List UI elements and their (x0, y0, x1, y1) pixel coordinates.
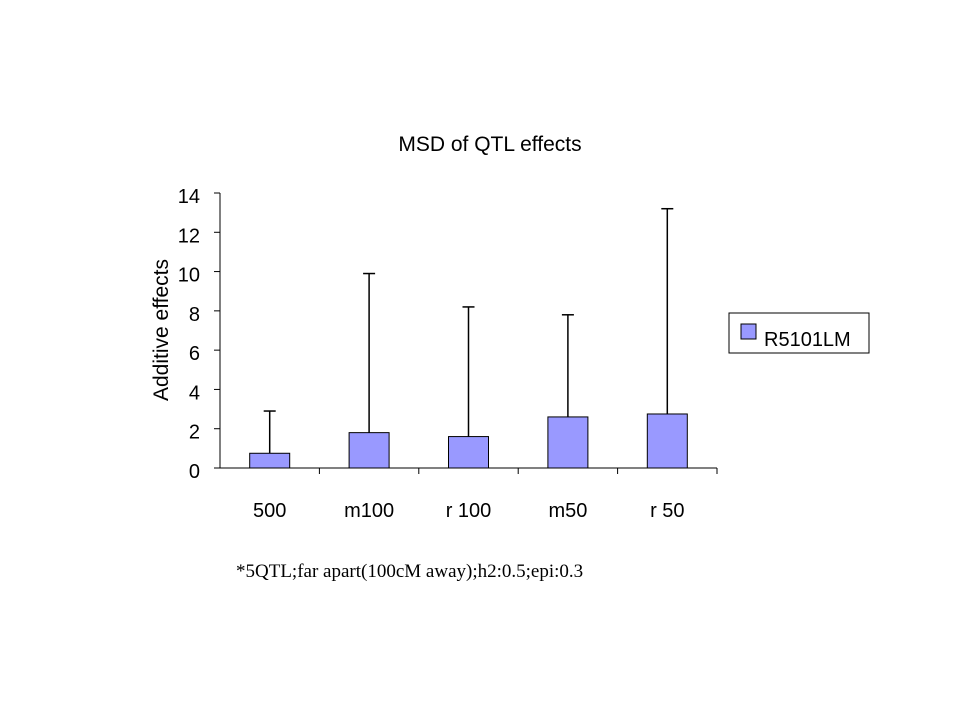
legend-swatch (740, 323, 757, 340)
x-tick-label: r 50 (650, 500, 684, 522)
y-tick-label: 2 (189, 422, 200, 444)
chart-title: MSD of QTL effects (398, 133, 581, 156)
y-tick-label: 12 (178, 225, 200, 247)
legend: R5101LM (728, 312, 870, 354)
x-tick-label: 500 (253, 500, 286, 522)
x-axis-ticks: 500 m100 r 100 m50 r 50 (253, 468, 718, 522)
legend-label: R5101LM (764, 329, 851, 351)
y-axis-label: Additive effects (150, 259, 173, 401)
bar-series (249, 413, 688, 469)
x-tick-label: r 100 (446, 500, 492, 522)
bar (547, 416, 589, 469)
error-bars (263, 207, 674, 454)
y-tick-label: 6 (189, 343, 200, 365)
y-tick-label: 14 (178, 186, 200, 208)
bar (646, 413, 688, 469)
y-axis-ticks: 0 2 4 6 8 10 12 14 (178, 186, 220, 483)
y-tick-label: 0 (189, 461, 200, 483)
y-tick-label: 8 (189, 304, 200, 326)
bar (448, 436, 489, 469)
footnote: *5QTL;far apart(100cM away);h2:0.5;epi:0… (236, 561, 584, 582)
y-tick-label: 10 (178, 265, 200, 287)
x-tick-label: m50 (548, 500, 587, 522)
bar (249, 452, 291, 469)
y-tick-label: 4 (189, 382, 200, 404)
x-tick-label: m100 (344, 500, 394, 522)
bar (348, 432, 390, 469)
